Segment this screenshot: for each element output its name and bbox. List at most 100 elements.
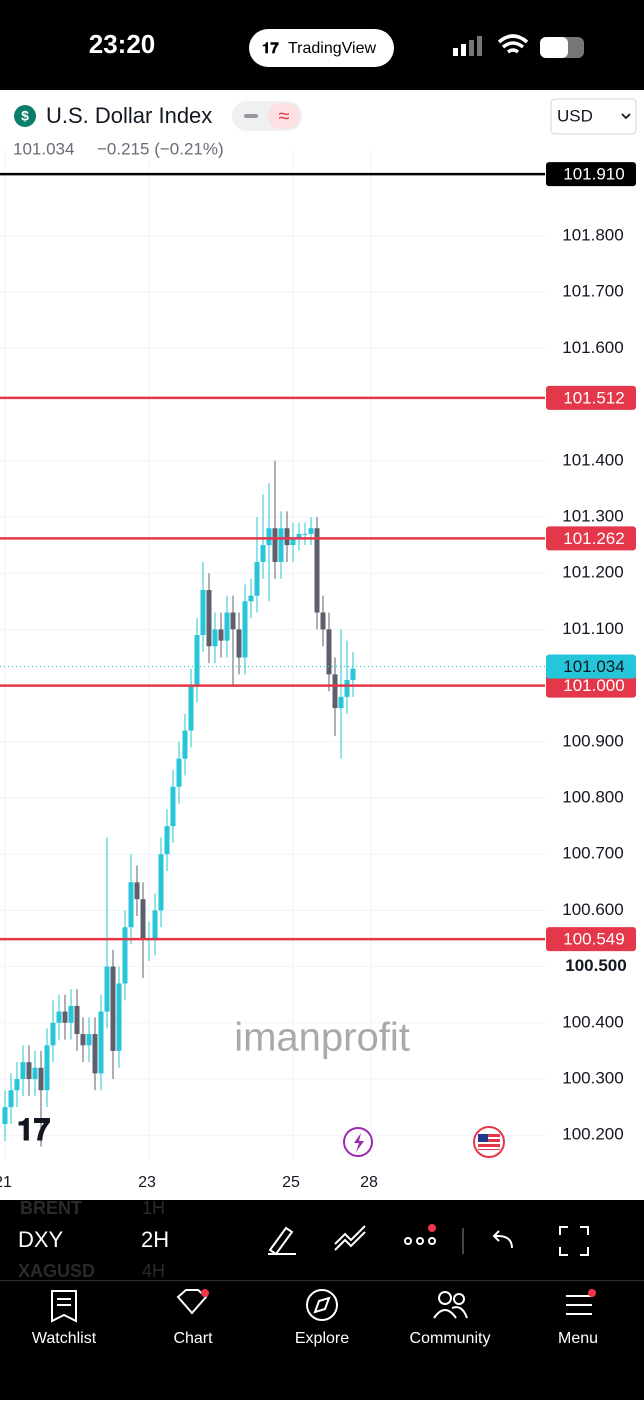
candle-body	[32, 1067, 38, 1080]
y-tick-label: 101.600	[562, 338, 623, 357]
y-tick-label: 101.100	[562, 619, 623, 638]
level-tag	[546, 526, 636, 551]
symbol-icon-text: $	[21, 108, 29, 124]
candle-body	[230, 612, 236, 630]
candle-body	[44, 1045, 50, 1091]
level-tag	[546, 927, 636, 952]
candle-body	[188, 685, 194, 731]
candle-body	[158, 854, 164, 911]
last-price-tag	[546, 654, 636, 679]
y-tick-label-bold: 100.500	[565, 956, 626, 975]
candle-body	[200, 590, 206, 636]
candle-body	[314, 528, 320, 613]
mode-icon-wave: ≈	[279, 105, 290, 127]
toolbar-symbol[interactable]: DXY	[18, 1227, 64, 1252]
y-tick-label: 100.300	[562, 1068, 623, 1087]
candle-body	[242, 601, 248, 658]
app-name: TradingView	[288, 40, 376, 57]
nav-divider	[0, 1280, 644, 1281]
badge	[588, 1289, 596, 1297]
candle-body	[224, 612, 230, 641]
candle-body	[290, 539, 296, 546]
y-tick-label: 100.400	[562, 1012, 623, 1031]
candle-body	[284, 528, 290, 546]
symbol-name[interactable]: U.S. Dollar Index	[46, 103, 212, 128]
candle-body	[266, 528, 272, 546]
candle-body	[260, 545, 266, 562]
candle-body	[14, 1079, 20, 1091]
x-tick-label: 28	[360, 1174, 378, 1191]
candle-body	[86, 1034, 92, 1046]
candle-body	[350, 668, 356, 680]
candle-body	[62, 1011, 68, 1023]
candle-body	[308, 528, 314, 534]
badge	[428, 1224, 436, 1232]
candle-body	[206, 590, 212, 647]
faded-symbol: XAGUSD	[18, 1261, 95, 1281]
y-tick-label: 101.300	[562, 506, 623, 525]
x-tick-label: 21	[0, 1174, 12, 1191]
candle-body	[278, 528, 284, 562]
candle-body	[128, 882, 134, 928]
candle-body	[38, 1067, 44, 1091]
candle-body	[2, 1107, 8, 1124]
currency-select[interactable]	[550, 98, 637, 135]
nav-label[interactable]: Explore	[295, 1330, 349, 1347]
candle-body	[92, 1034, 98, 1074]
nav-label[interactable]: Watchlist	[32, 1330, 97, 1347]
candle-body	[212, 629, 218, 647]
candle-body	[170, 786, 176, 827]
nav-label[interactable]: Community	[410, 1330, 491, 1347]
time: 23:20	[89, 29, 156, 59]
y-tick-label: 100.700	[562, 844, 623, 863]
candle-body	[254, 561, 260, 596]
candle-body	[272, 528, 278, 562]
nav-label[interactable]: Menu	[558, 1330, 598, 1347]
currency: USD	[557, 106, 593, 125]
candle-body	[98, 1011, 104, 1074]
candle-body	[116, 983, 122, 1051]
candle-body	[320, 612, 326, 630]
bolt	[354, 1133, 364, 1152]
candle-body	[68, 1005, 74, 1023]
candle-body	[122, 927, 128, 984]
signal	[453, 36, 482, 56]
battery-level	[540, 37, 568, 58]
watermark: imanprofit	[234, 1016, 410, 1060]
events-icon[interactable]	[343, 1127, 373, 1157]
candle-body	[20, 1062, 26, 1080]
toolbar-interval[interactable]: 2H	[141, 1227, 169, 1252]
level-tag	[546, 162, 636, 187]
candle-body	[104, 966, 110, 1012]
wifi	[497, 34, 529, 54]
price-change: −0.215 (−0.21%)	[97, 139, 224, 158]
y-tick-label: 100.200	[562, 1125, 623, 1144]
faded-interval: 4H	[142, 1261, 165, 1281]
candle-body	[218, 629, 224, 641]
level-tag	[546, 385, 636, 410]
nav-label[interactable]: Chart	[173, 1330, 213, 1347]
candle-body	[56, 1011, 62, 1023]
y-tick-label: 101.700	[562, 282, 623, 301]
mode-active	[268, 103, 300, 129]
toolbar-icons[interactable]	[268, 1225, 589, 1256]
y-tick-label: 101.400	[562, 450, 623, 469]
candle-body	[302, 533, 308, 535]
faded-interval: 1H	[142, 1198, 165, 1218]
candle-body	[26, 1062, 32, 1080]
candle-body	[8, 1090, 14, 1108]
level-label: 101.262	[563, 529, 624, 548]
level-tag	[546, 673, 636, 698]
level-label: 101.512	[563, 388, 624, 407]
candle-body	[326, 629, 332, 675]
app-pill[interactable]	[249, 29, 394, 67]
x-tick-label: 25	[282, 1174, 300, 1191]
level-label: 100.549	[563, 930, 624, 949]
tv-logo: 𝟏𝟕	[262, 40, 279, 57]
x-tick-label: 23	[138, 1174, 156, 1191]
chevron	[621, 113, 631, 120]
level-label: 101.000	[563, 676, 624, 695]
y-tick-label: 100.800	[562, 787, 623, 806]
y-tick-label: 101.800	[562, 225, 623, 244]
